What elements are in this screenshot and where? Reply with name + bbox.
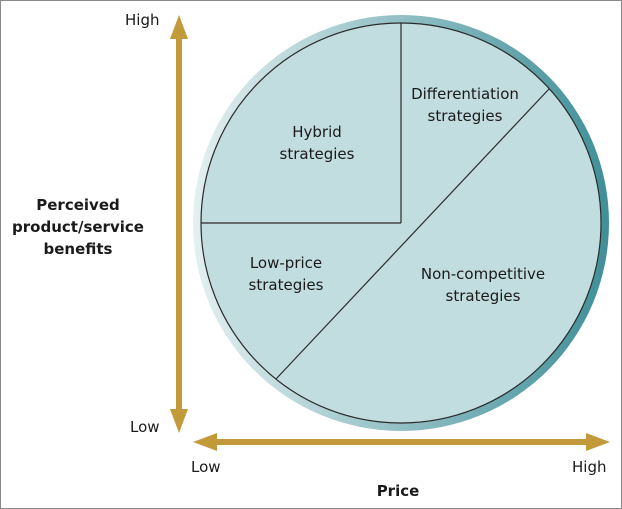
horizontal-axis-title: Price [376,482,420,500]
region-low-price-line-2: strategies [248,276,324,294]
vertical-axis-arrow [170,15,188,433]
region-differentiation-label: Differentiation strategies [395,83,535,127]
vertical-axis-title: Perceived product/service benefits [3,194,153,260]
region-non-competitive-line-1: Non-competitive [420,265,546,283]
region-non-competitive-line-2: strategies [445,287,521,305]
vertical-axis-title-line-1: Perceived [36,196,120,214]
region-hybrid-label: Hybrid strategies [247,121,387,165]
horizontal-axis-high-label: High [572,458,607,476]
region-hybrid-line-1: Hybrid [292,123,342,141]
region-non-competitive-label: Non-competitive strategies [403,263,563,307]
region-differentiation-line-2: strategies [427,107,503,125]
region-differentiation-line-1: Differentiation [411,85,519,103]
vertical-axis-low-label: Low [130,418,160,436]
region-low-price-line-1: Low-price [249,254,323,272]
horizontal-axis-arrow [193,433,610,451]
vertical-axis-title-line-3: benefits [43,240,113,258]
vertical-axis-title-line-2: product/service [12,218,144,236]
region-low-price-label: Low-price strategies [216,252,356,296]
region-hybrid-line-2: strategies [279,145,355,163]
divider-diagonal [275,88,550,380]
horizontal-axis-low-label: Low [191,458,221,476]
vertical-axis-high-label: High [125,11,160,29]
